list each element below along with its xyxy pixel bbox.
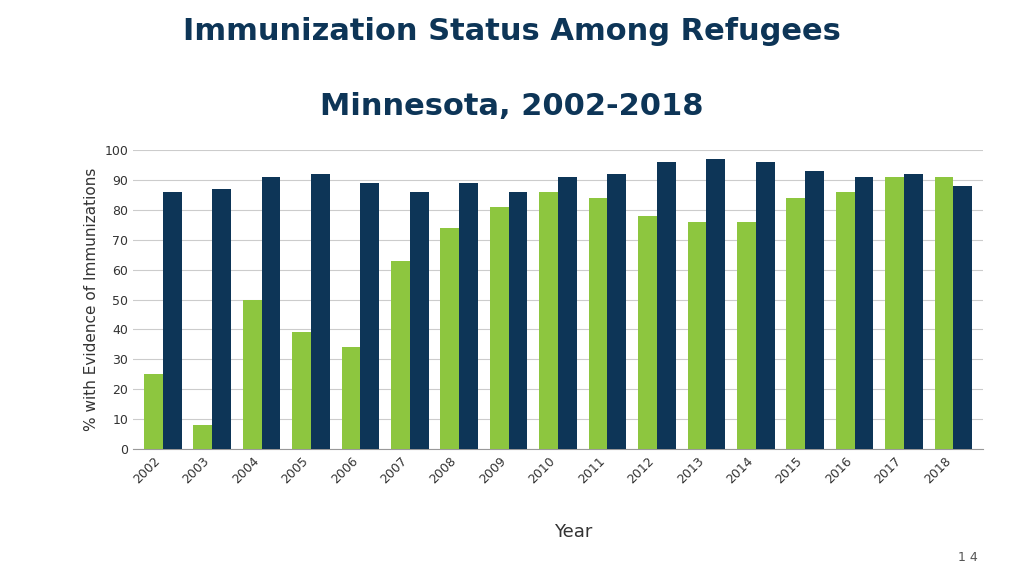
Bar	[657, 162, 676, 449]
Bar	[687, 222, 707, 449]
Text: Year: Year	[554, 524, 593, 541]
Bar	[410, 192, 429, 449]
Bar	[638, 215, 657, 449]
Bar	[509, 192, 527, 449]
Bar	[805, 170, 824, 449]
Text: Minnesota, 2002-2018: Minnesota, 2002-2018	[321, 92, 703, 121]
Bar	[342, 347, 360, 449]
Bar	[194, 425, 212, 449]
Bar	[885, 177, 904, 449]
Bar	[440, 228, 459, 449]
Bar	[786, 198, 805, 449]
Bar	[558, 177, 577, 449]
Bar	[144, 374, 163, 449]
Bar	[756, 162, 774, 449]
Bar	[391, 260, 410, 449]
Text: 1 4: 1 4	[958, 551, 978, 564]
Bar	[707, 159, 725, 449]
Bar	[540, 192, 558, 449]
Text: Immunization Status Among Refugees: Immunization Status Among Refugees	[183, 17, 841, 46]
Bar	[607, 174, 627, 449]
Bar	[935, 177, 953, 449]
Bar	[243, 300, 261, 449]
Bar	[212, 189, 231, 449]
Bar	[261, 177, 281, 449]
Bar	[737, 222, 756, 449]
Bar	[360, 183, 379, 449]
Bar	[855, 177, 873, 449]
Bar	[904, 174, 923, 449]
Bar	[953, 185, 972, 449]
Y-axis label: % with Evidence of Immunizations: % with Evidence of Immunizations	[84, 168, 99, 431]
Bar	[292, 332, 311, 449]
Bar	[489, 207, 509, 449]
Bar	[836, 192, 855, 449]
Bar	[311, 174, 330, 449]
Bar	[163, 192, 181, 449]
Bar	[459, 183, 478, 449]
Bar	[589, 198, 607, 449]
